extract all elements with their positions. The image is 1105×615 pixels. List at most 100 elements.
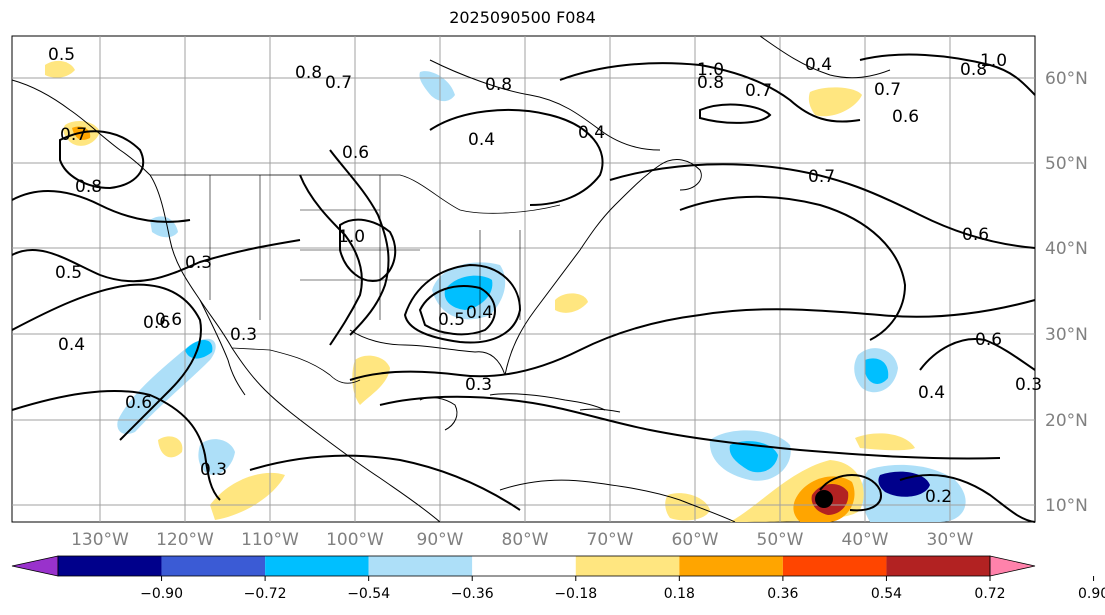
contour-label: 1.0 bbox=[980, 51, 1007, 71]
shade-yellow-alaska-north bbox=[45, 60, 75, 78]
shade-navy-east-atlantic bbox=[878, 471, 930, 497]
contour-label: 0.7 bbox=[808, 167, 835, 187]
map-title: 2025090500 F084 bbox=[449, 8, 596, 27]
coast-west-north-america bbox=[149, 174, 441, 523]
coast-east-us bbox=[504, 164, 661, 376]
coastlines bbox=[11, 35, 891, 523]
contour-label: 0.7 bbox=[745, 81, 772, 101]
contour-line bbox=[859, 53, 1036, 96]
contour-line bbox=[899, 474, 1036, 523]
map-panel: 0.5 0.6 0.7 0.8 0.8 0.7 0.6 1.0 0.3 0.5 … bbox=[11, 35, 1042, 523]
coast-greenland bbox=[759, 35, 891, 79]
shade-yellow-pacific bbox=[158, 436, 183, 458]
colorbar-tick-label: 0.72 bbox=[974, 586, 1005, 602]
lat-label: 30°N bbox=[1045, 325, 1088, 345]
contour-label: 0.5 bbox=[48, 45, 75, 65]
colorbar-bin bbox=[161, 556, 266, 576]
contour-label: 1.0 bbox=[697, 60, 724, 80]
coast-south-america bbox=[499, 479, 736, 523]
lon-label: 60°W bbox=[672, 530, 719, 550]
lon-label: 110°W bbox=[241, 530, 299, 550]
contour-line bbox=[559, 62, 861, 123]
coast-cuba bbox=[489, 393, 606, 411]
colorbar-tick-label: 0.54 bbox=[871, 586, 902, 602]
shade-yellow-pacific-south bbox=[210, 472, 285, 520]
contour-label: 0.2 bbox=[925, 487, 952, 507]
contour-label: 0.3 bbox=[230, 325, 257, 345]
coast-alaska bbox=[11, 79, 151, 176]
colorbar-bin bbox=[58, 556, 162, 576]
contour-label: 0.4 bbox=[58, 335, 85, 355]
shade-yellow-gulf bbox=[352, 355, 390, 405]
colorbar-bin bbox=[782, 556, 887, 576]
contour-line bbox=[819, 474, 882, 512]
contour-line bbox=[699, 103, 772, 124]
longitude-labels: 130°W 120°W 110°W 100°W 90°W 80°W 70°W 6… bbox=[71, 530, 974, 550]
contour-label: 0.7 bbox=[874, 80, 901, 100]
contour-line bbox=[11, 239, 301, 283]
lon-label: 70°W bbox=[587, 530, 634, 550]
contour-label: 0.6 bbox=[155, 310, 182, 330]
contour-line bbox=[418, 285, 496, 336]
shade-blue-canada bbox=[419, 71, 455, 102]
shade-deep-blue-atlantic bbox=[865, 358, 889, 384]
contour-label: 0.4 bbox=[918, 383, 945, 403]
contour-line bbox=[403, 263, 522, 344]
border-us-mexico bbox=[231, 347, 361, 384]
contour-line bbox=[349, 299, 1036, 381]
lat-label: 60°N bbox=[1045, 69, 1088, 89]
contour-label: 0.3 bbox=[200, 460, 227, 480]
lat-label: 10°N bbox=[1045, 496, 1088, 516]
contour-label: 0.6 bbox=[342, 143, 369, 163]
lat-label: 50°N bbox=[1045, 154, 1088, 174]
contour-label: 0.8 bbox=[697, 73, 724, 93]
lon-label: 120°W bbox=[156, 530, 214, 550]
coast-gulf bbox=[349, 329, 506, 376]
contour-label: 0.3 bbox=[185, 253, 212, 273]
coast-hispaniola bbox=[579, 408, 621, 413]
lon-label: 130°W bbox=[71, 530, 129, 550]
contour-line bbox=[679, 195, 907, 341]
graticule bbox=[12, 36, 1035, 522]
lat-label: 20°N bbox=[1045, 411, 1088, 431]
shade-yellow-north-atlantic bbox=[808, 87, 862, 117]
contour-line bbox=[11, 189, 191, 223]
lon-label: 90°W bbox=[417, 530, 464, 550]
shade-yellow-atlantic-east bbox=[555, 293, 588, 313]
colorbar-extend-high bbox=[989, 555, 1036, 577]
contour-label: 0.8 bbox=[295, 63, 322, 83]
contour-label: 1.0 bbox=[338, 227, 365, 247]
lon-label: 50°W bbox=[757, 530, 804, 550]
contour-line bbox=[299, 174, 363, 346]
colorbar-swatches bbox=[11, 555, 1036, 577]
colorbar-tick-label: 0.90 bbox=[1078, 586, 1105, 602]
contour-label: 0.7 bbox=[60, 125, 87, 145]
colorbar-tick-label: −0.18 bbox=[554, 586, 597, 602]
colorbar-bin bbox=[575, 556, 680, 576]
coast-baja bbox=[199, 299, 246, 396]
border-us-canada bbox=[150, 174, 561, 214]
lon-label: 30°W bbox=[927, 530, 974, 550]
colorbar-bin bbox=[265, 556, 369, 576]
colorbar-tick-label: 0.18 bbox=[664, 586, 695, 602]
contour-label: 0.3 bbox=[1015, 375, 1042, 395]
colorbar-tick-label: −0.36 bbox=[451, 586, 494, 602]
latitude-labels: 60°N 50°N 40°N 30°N 20°N 10°N bbox=[1045, 69, 1088, 516]
contour-line bbox=[249, 454, 521, 511]
lon-label: 40°W bbox=[842, 530, 889, 550]
lat-label: 40°N bbox=[1045, 239, 1088, 259]
colorbar-tick-label: −0.54 bbox=[347, 586, 390, 602]
contour-label: 0.3 bbox=[465, 375, 492, 395]
contour-label: 0.7 bbox=[325, 73, 352, 93]
lon-label: 80°W bbox=[502, 530, 549, 550]
colorbar-tick-label: −0.72 bbox=[244, 586, 287, 602]
storm-center-marker bbox=[815, 490, 833, 508]
contour-label: 0.8 bbox=[960, 60, 987, 80]
contour-line bbox=[11, 283, 202, 441]
colorbar: −0.90 −0.72 −0.54 −0.36 −0.18 0.18 0.36 0.54 0.7… bbox=[11, 555, 1105, 602]
contour-line bbox=[429, 109, 604, 206]
colorbar-outline bbox=[57, 555, 991, 577]
contour-line bbox=[329, 149, 390, 336]
colorbar-tick-label: 0.36 bbox=[767, 586, 798, 602]
contour-labels: 0.5 0.6 0.7 0.8 0.8 0.7 0.6 1.0 0.3 0.5 … bbox=[48, 45, 1042, 507]
